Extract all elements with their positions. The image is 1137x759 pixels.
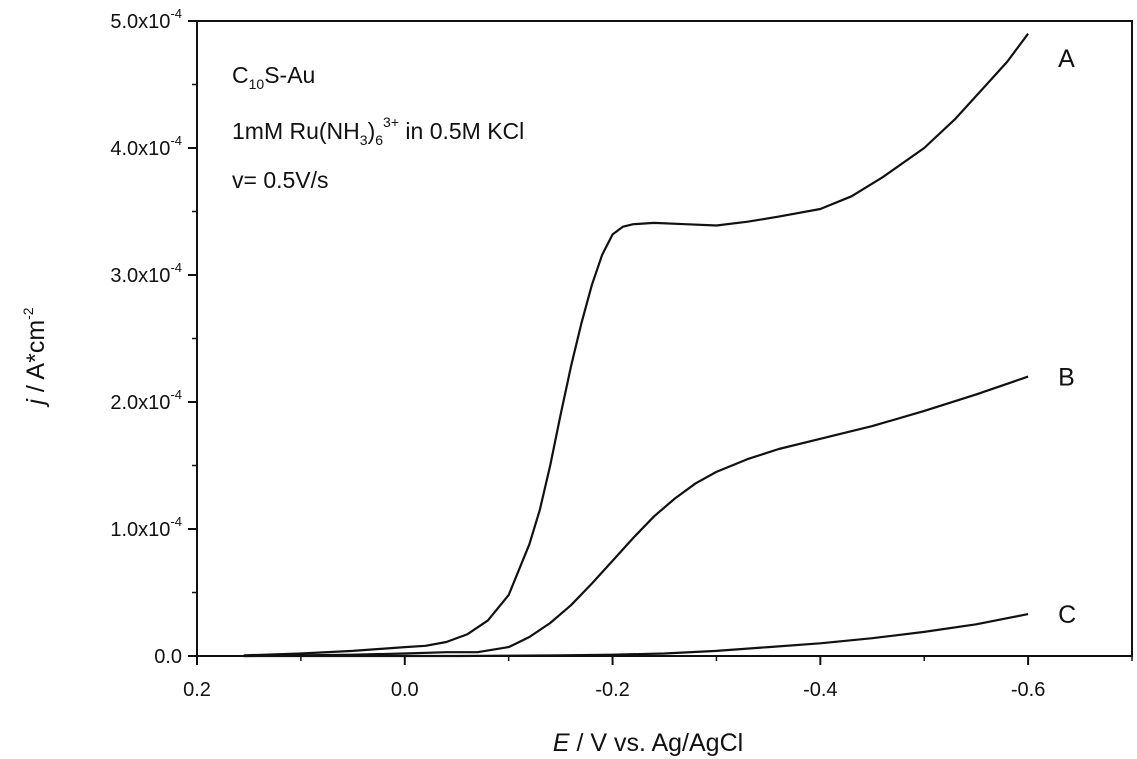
annotation-electrode: C10S-Au — [232, 62, 315, 92]
annotation-scan-rate: v= 0.5V/s — [232, 167, 329, 193]
series-line-a — [243, 33, 1029, 657]
y-tick-label: 1.0x10-4 — [110, 514, 182, 541]
x-tick-label: -0.2 — [595, 679, 629, 701]
x-tick-label: -0.6 — [1011, 679, 1045, 701]
plot-frame — [196, 20, 1133, 657]
series-label-b: B — [1058, 364, 1075, 392]
y-tick-label: 4.0x10-4 — [110, 133, 182, 160]
annotation-solution: 1mM Ru(NH3)63+ in 0.5M KCl — [232, 114, 524, 148]
series-layer: A B C — [243, 33, 1076, 658]
series-line-b — [243, 375, 1029, 658]
x-axis-ticks: 0.2 0.0 -0.2 -0.4 -0.6 — [183, 656, 1133, 701]
x-tick-label: -0.4 — [803, 679, 837, 701]
y-axis-title: j / A*cm-2 — [20, 307, 50, 407]
series-label-a: A — [1058, 45, 1075, 73]
series-label-c: C — [1058, 601, 1076, 629]
y-axis-ticks: 0.0 1.0x10-4 2.0x10-4 3.0x10-4 4.0x10-4 5.0x1… — [110, 6, 197, 668]
y-tick-label: 0.0 — [154, 646, 182, 668]
y-tick-label: 2.0x10-4 — [110, 387, 182, 414]
x-axis-title: E / V vs. Ag/AgCl — [553, 729, 743, 757]
x-tick-label: 0.2 — [183, 679, 211, 701]
y-tick-label: 3.0x10-4 — [110, 260, 182, 287]
y-tick-label: 5.0x10-4 — [110, 6, 182, 33]
series-line-c — [243, 613, 1029, 658]
x-tick-label: 0.0 — [391, 679, 419, 701]
